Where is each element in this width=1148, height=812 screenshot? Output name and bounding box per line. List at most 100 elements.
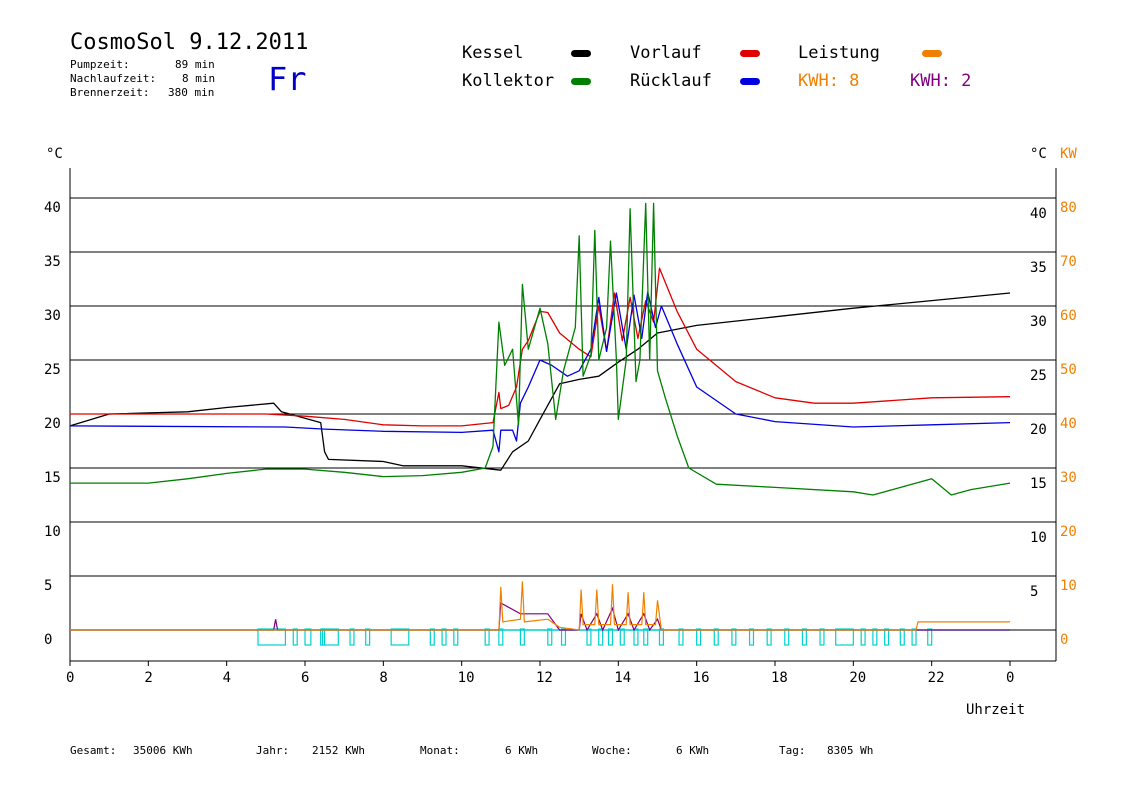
pump-on-box-13 xyxy=(519,628,525,646)
x-tick-8: 16 xyxy=(693,670,710,686)
legend-kessel-label: Kessel xyxy=(462,43,524,63)
y-tick-right-25: 25 xyxy=(1030,368,1047,384)
y-tick-kw-40: 40 xyxy=(1060,416,1077,432)
y-tick-left-5: 5 xyxy=(44,578,52,594)
pump-time-label: Pumpzeit: xyxy=(70,58,130,71)
series-kessel xyxy=(69,292,1011,471)
pump-on-box-0 xyxy=(257,628,287,646)
legend-kwh-solar: KWH: 8 xyxy=(798,71,860,91)
y-tick-kw-20: 20 xyxy=(1060,524,1077,540)
pump-on-box-8 xyxy=(429,628,435,646)
pump-on-box-21 xyxy=(643,628,649,646)
pump-on-box-20 xyxy=(633,628,639,646)
x-tick-3: 6 xyxy=(301,670,309,686)
pump-time-value: 89 min xyxy=(175,58,215,71)
pump-on-box-2 xyxy=(304,628,312,646)
series-leistung xyxy=(70,581,1010,631)
pump-on-box-18 xyxy=(607,628,614,646)
x-tick-6: 12 xyxy=(536,670,553,686)
legend-kessel-swatch xyxy=(571,50,591,57)
y-tick-left-0: 0 xyxy=(44,632,52,648)
y-tick-left-30: 30 xyxy=(44,308,61,324)
x-tick-7: 14 xyxy=(614,670,631,686)
x-tick-0: 0 xyxy=(66,670,74,686)
y-tick-kw-60: 60 xyxy=(1060,308,1077,324)
pump-on-box-38 xyxy=(927,628,933,646)
chart-title: CosmoSol 9.12.2011 xyxy=(70,30,309,55)
pump-on-box-37 xyxy=(911,628,917,646)
pump-on-box-33 xyxy=(860,628,866,646)
y-tick-kw-0: 0 xyxy=(1060,632,1068,648)
pump-on-box-7 xyxy=(390,628,410,646)
stats-total-value: 35006 KWh xyxy=(133,744,193,757)
pump-on-box-9 xyxy=(441,628,447,646)
stats-week-label: Woche: xyxy=(592,744,632,757)
series-kollektor xyxy=(70,202,1011,496)
y-tick-left-10: 10 xyxy=(44,524,61,540)
x-tick-2: 4 xyxy=(223,670,231,686)
legend-vorlauf-swatch xyxy=(740,50,760,57)
x-tick-11: 22 xyxy=(928,670,945,686)
stats-year-label: Jahr: xyxy=(256,744,290,757)
y-tick-kw-80: 80 xyxy=(1060,200,1077,216)
stats-day-value: 8305 Wh xyxy=(827,744,874,757)
y-axis-label-right-kw: KW xyxy=(1060,146,1077,162)
pump-on-box-11 xyxy=(484,628,490,646)
y-tick-left-15: 15 xyxy=(44,470,61,486)
pump-on-box-28 xyxy=(766,628,772,646)
stats-year-value: 2152 KWh xyxy=(312,744,365,757)
series-ruecklauf xyxy=(69,291,1011,453)
legend-ruecklauf-label: Rücklauf xyxy=(630,71,712,91)
pump-on-box-26 xyxy=(731,628,737,646)
stats-week-value: 6 KWh xyxy=(676,744,710,757)
legend-leistung-swatch xyxy=(922,50,942,57)
x-tick-4: 8 xyxy=(379,670,387,686)
y-tick-right-30: 30 xyxy=(1030,314,1047,330)
pump-on-box-25 xyxy=(713,628,719,646)
y-tick-right-5: 5 xyxy=(1030,584,1038,600)
y-tick-left-35: 35 xyxy=(44,254,61,270)
y-tick-right-20: 20 xyxy=(1030,422,1047,438)
x-tick-5: 10 xyxy=(458,670,475,686)
burner-time-value: 380 min xyxy=(168,86,215,99)
stats-total-label: Gesamt: xyxy=(70,744,117,757)
pump-on-box-6 xyxy=(365,628,371,646)
y-tick-left-20: 20 xyxy=(44,416,61,432)
pump-on-box-4 xyxy=(322,628,339,646)
x-axis-label: Uhrzeit xyxy=(966,702,1025,718)
stats-day-label: Tag: xyxy=(779,744,806,757)
legend-kollektor-swatch xyxy=(571,78,591,85)
legend-vorlauf-label: Vorlauf xyxy=(630,43,702,63)
pump-on-box-16 xyxy=(586,628,592,646)
series-kwh xyxy=(70,602,1010,632)
pump-on-box-31 xyxy=(819,628,825,646)
weekday-label: Fr xyxy=(268,60,307,98)
legend-leistung-label: Leistung xyxy=(798,43,880,63)
y-tick-kw-70: 70 xyxy=(1060,254,1077,270)
pump-on-box-30 xyxy=(801,628,807,646)
pump-on-box-24 xyxy=(696,628,702,646)
pump-on-box-22 xyxy=(658,628,664,646)
y-tick-left-25: 25 xyxy=(44,362,61,378)
burner-time-label: Brennerzeit: xyxy=(70,86,150,99)
series-vorlauf xyxy=(70,267,1011,427)
pump-on-box-27 xyxy=(748,628,755,646)
pump-on-box-17 xyxy=(598,628,604,646)
pump-on-box-32 xyxy=(835,628,854,646)
y-tick-kw-30: 30 xyxy=(1060,470,1077,486)
pump-on-box-14 xyxy=(547,628,553,646)
legend-kwh-second: KWH: 2 xyxy=(910,71,972,91)
x-tick-10: 20 xyxy=(849,670,866,686)
x-tick-12: 0 xyxy=(1006,670,1014,686)
pump-on-box-15 xyxy=(560,628,567,646)
legend-ruecklauf-swatch xyxy=(740,78,760,85)
y-tick-kw-50: 50 xyxy=(1060,362,1077,378)
pump-on-box-36 xyxy=(899,628,905,646)
pump-on-box-35 xyxy=(884,628,890,646)
y-axis-label-left: °C xyxy=(46,146,63,162)
afterrun-time-value: 8 min xyxy=(182,72,216,85)
pump-on-box-5 xyxy=(349,628,355,646)
y-tick-left-40: 40 xyxy=(44,200,61,216)
tick-labels: 0510152025303540510152025303540010203040… xyxy=(44,200,1077,686)
